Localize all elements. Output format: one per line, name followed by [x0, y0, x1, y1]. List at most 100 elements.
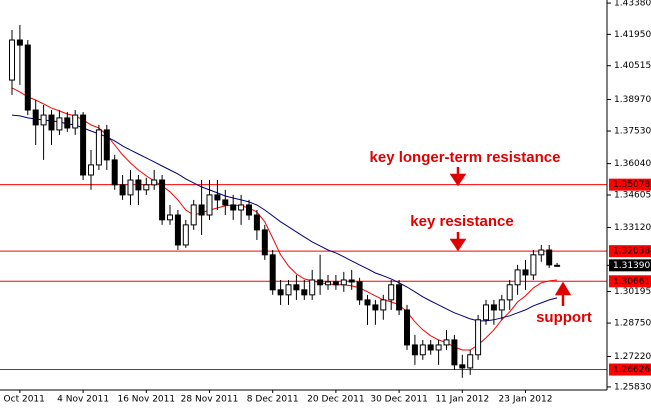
candle-body	[95, 129, 102, 166]
y-tick-label: 1.27220	[614, 352, 651, 362]
candle-body	[103, 129, 110, 161]
y-tick-label: 1.36040	[614, 159, 651, 169]
level-label-box	[609, 178, 651, 191]
candle-body	[135, 179, 142, 191]
candle-body	[198, 204, 205, 216]
candle-body	[451, 339, 458, 366]
candle-body	[538, 249, 545, 256]
candle-body	[24, 44, 31, 111]
candle-body	[443, 339, 450, 346]
candle-body	[174, 214, 181, 246]
candle-body	[459, 364, 466, 369]
moving-average	[11, 114, 558, 322]
candle-body	[16, 39, 23, 46]
annotation: key longer-term resistance	[370, 149, 561, 166]
candle-body	[238, 204, 245, 211]
arrow	[449, 167, 467, 187]
x-tick-label: 30 Dec 2011	[370, 395, 428, 405]
candle-body	[396, 284, 403, 311]
candle-body	[56, 117, 63, 131]
level-label: 1.35078	[613, 180, 650, 190]
candle-body	[127, 179, 134, 196]
candle-body	[530, 254, 537, 276]
candle-body	[167, 214, 173, 221]
candle-body	[332, 281, 339, 286]
y-tick-label: 1.41950	[614, 30, 651, 40]
level-label-box	[609, 363, 651, 376]
candle-body	[277, 289, 284, 296]
y-tick-label: 1.38970	[614, 95, 651, 105]
x-tick-label: 23 Jan 2012	[499, 395, 553, 405]
x-tick-label: 4 Nov 2011	[57, 395, 109, 405]
candle-body	[159, 179, 166, 221]
y-tick-label: 1.25830	[614, 382, 651, 392]
candle-body	[419, 344, 426, 356]
candle-body	[9, 39, 15, 81]
candle-body	[411, 344, 418, 356]
y-tick-label: 1.30195	[614, 287, 651, 297]
candle-body	[246, 204, 252, 216]
candle-body	[427, 344, 434, 351]
candle-body	[293, 284, 300, 291]
y-tick-label: 1.34605	[614, 191, 651, 201]
x-tick-label: 28 Nov 2011	[181, 395, 239, 405]
arrow	[554, 281, 572, 306]
candle-body	[230, 204, 237, 211]
candle-body	[356, 281, 363, 301]
candle-body	[301, 289, 308, 296]
candle-body	[388, 284, 395, 301]
candle-body	[522, 269, 529, 276]
candle-body	[40, 114, 47, 126]
plot	[0, 24, 607, 378]
candle-body	[372, 304, 379, 311]
y-tick-label: 1.28750	[614, 319, 651, 329]
current-price-label: 1.31390	[613, 261, 650, 271]
candle-body	[269, 254, 276, 291]
candle-body	[364, 299, 371, 306]
level-label: 1.26626	[613, 365, 650, 375]
x-tick-label: 20 Dec 2011	[307, 395, 365, 405]
candle-body	[340, 279, 347, 286]
level-label-box	[609, 245, 651, 258]
candle-body	[143, 184, 150, 191]
candle-body	[119, 184, 126, 196]
candle-body	[111, 159, 118, 186]
candle-body	[554, 264, 561, 267]
annotation: key resistance	[410, 213, 513, 230]
candle-body	[506, 284, 513, 301]
candle-body	[253, 214, 260, 231]
level-label: 1.30661	[613, 277, 650, 287]
x-tick-label: 5 Oct 2011	[0, 395, 45, 405]
candle-body	[546, 249, 553, 266]
candle-body	[182, 224, 189, 246]
candle-body	[80, 114, 87, 176]
candle-body	[261, 229, 268, 256]
candle-body	[88, 164, 94, 176]
candle-body	[206, 194, 213, 216]
candle-body	[214, 194, 221, 201]
level-label-box	[609, 275, 651, 288]
candle-body	[48, 114, 55, 131]
candle-body	[32, 109, 39, 126]
candle-body	[475, 319, 482, 356]
annotation: support	[536, 309, 592, 326]
candle-body	[325, 281, 331, 286]
y-tick-label: 1.33120	[614, 223, 651, 233]
candle-body	[490, 304, 497, 311]
candle-body	[72, 114, 79, 129]
moving-average	[11, 87, 558, 351]
candle-body	[64, 117, 71, 129]
candle-body	[380, 299, 387, 311]
candle-body	[309, 279, 316, 296]
candle-body	[498, 299, 505, 311]
candle-body	[483, 304, 489, 321]
arrow	[449, 232, 467, 252]
x-tick-label: 8 Dec 2011	[247, 395, 299, 405]
current-price-box	[609, 259, 651, 272]
candle-body	[514, 269, 521, 286]
level-label: 1.32038	[613, 247, 650, 257]
candle-body	[222, 199, 229, 206]
